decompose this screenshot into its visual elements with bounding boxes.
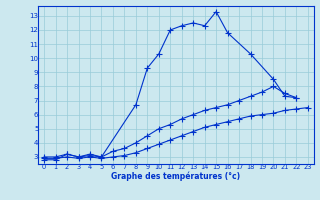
X-axis label: Graphe des températures (°c): Graphe des températures (°c) bbox=[111, 171, 241, 181]
